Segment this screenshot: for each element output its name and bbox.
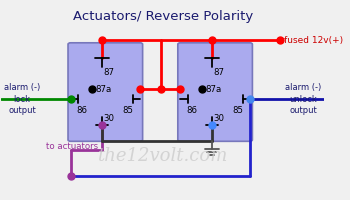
Text: 87a: 87a <box>205 85 222 94</box>
FancyBboxPatch shape <box>178 43 252 141</box>
Text: to actuators: to actuators <box>47 142 98 151</box>
Text: the12volt.com: the12volt.com <box>97 147 228 165</box>
Text: Actuators/ Reverse Polarity: Actuators/ Reverse Polarity <box>72 10 253 23</box>
Text: alarm (-)
lock
output: alarm (-) lock output <box>4 83 40 115</box>
Text: 85: 85 <box>232 106 243 115</box>
Text: 30: 30 <box>214 114 224 123</box>
Text: 85: 85 <box>122 106 133 115</box>
Text: fused 12v(+): fused 12v(+) <box>284 36 343 45</box>
Text: alarm (-)
unlock
output: alarm (-) unlock output <box>285 83 321 115</box>
FancyBboxPatch shape <box>68 43 142 141</box>
Text: 87: 87 <box>214 68 224 77</box>
Text: 87a: 87a <box>96 85 112 94</box>
Text: 86: 86 <box>186 106 197 115</box>
Text: 87: 87 <box>104 68 115 77</box>
Text: 30: 30 <box>104 114 115 123</box>
Text: 86: 86 <box>76 106 88 115</box>
